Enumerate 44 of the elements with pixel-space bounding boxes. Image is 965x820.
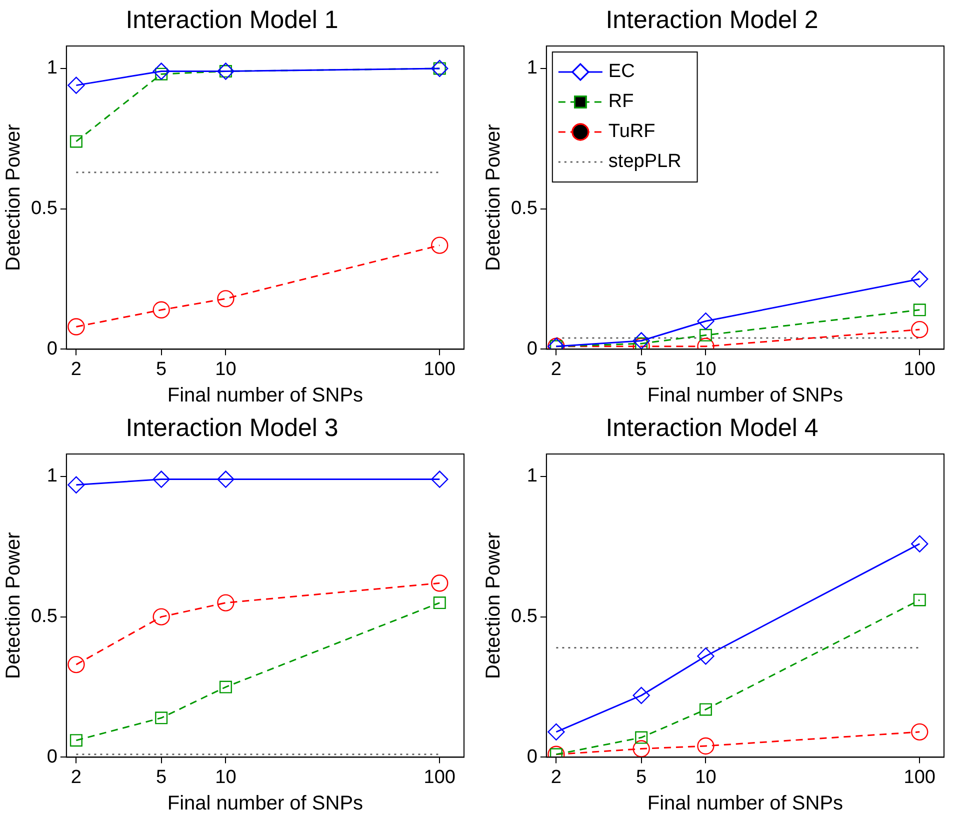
legend-label: TuRF	[608, 121, 656, 142]
x-tick-label: 10	[215, 766, 236, 788]
y-axis-title: Detection Power	[482, 532, 505, 679]
x-tick-label: 5	[636, 358, 647, 380]
x-tick-label: 5	[636, 766, 647, 788]
x-tick-label: 100	[904, 766, 936, 788]
y-tick-label: 1	[526, 466, 538, 487]
x-tick-label: 2	[550, 766, 562, 788]
x-tick-label: 2	[70, 358, 82, 380]
chart-title: Interaction Model 1	[126, 6, 338, 34]
y-tick-label: 1	[46, 466, 58, 487]
chart-title: Interaction Model 4	[606, 414, 818, 442]
y-tick-label: 0.5	[30, 606, 58, 628]
y-axis-title: Detection Power	[2, 124, 25, 271]
x-axis-title: Final number of SNPs	[647, 792, 844, 815]
x-axis-title: Final number of SNPs	[167, 792, 364, 815]
y-axis-title: Detection Power	[2, 532, 25, 679]
x-axis-title: Final number of SNPs	[647, 384, 844, 407]
x-tick-label: 10	[215, 358, 236, 380]
chart-title: Interaction Model 3	[126, 414, 338, 442]
x-tick-label: 10	[695, 766, 716, 788]
y-tick-label: 0	[46, 746, 58, 768]
legend-label: EC	[608, 61, 635, 82]
x-tick-label: 100	[424, 358, 456, 380]
legend-label: stepPLR	[608, 151, 682, 172]
y-axis-title: Detection Power	[482, 124, 505, 271]
legend-label: RF	[608, 91, 634, 112]
y-tick-label: 0.5	[510, 198, 538, 220]
y-tick-label: 1	[526, 58, 538, 79]
y-tick-label: 0	[46, 338, 58, 360]
x-tick-label: 2	[550, 358, 562, 380]
y-tick-label: 0	[526, 746, 538, 768]
x-tick-label: 10	[695, 358, 716, 380]
y-tick-label: 0	[526, 338, 538, 360]
x-tick-label: 5	[156, 766, 167, 788]
y-tick-label: 1	[46, 58, 58, 79]
y-tick-label: 0.5	[510, 606, 538, 628]
x-tick-label: 2	[70, 766, 82, 788]
chart-title: Interaction Model 2	[606, 6, 818, 34]
x-tick-label: 100	[424, 766, 456, 788]
y-tick-label: 0.5	[30, 198, 58, 220]
x-tick-label: 5	[156, 358, 167, 380]
x-tick-label: 100	[904, 358, 936, 380]
x-axis-title: Final number of SNPs	[167, 384, 364, 407]
